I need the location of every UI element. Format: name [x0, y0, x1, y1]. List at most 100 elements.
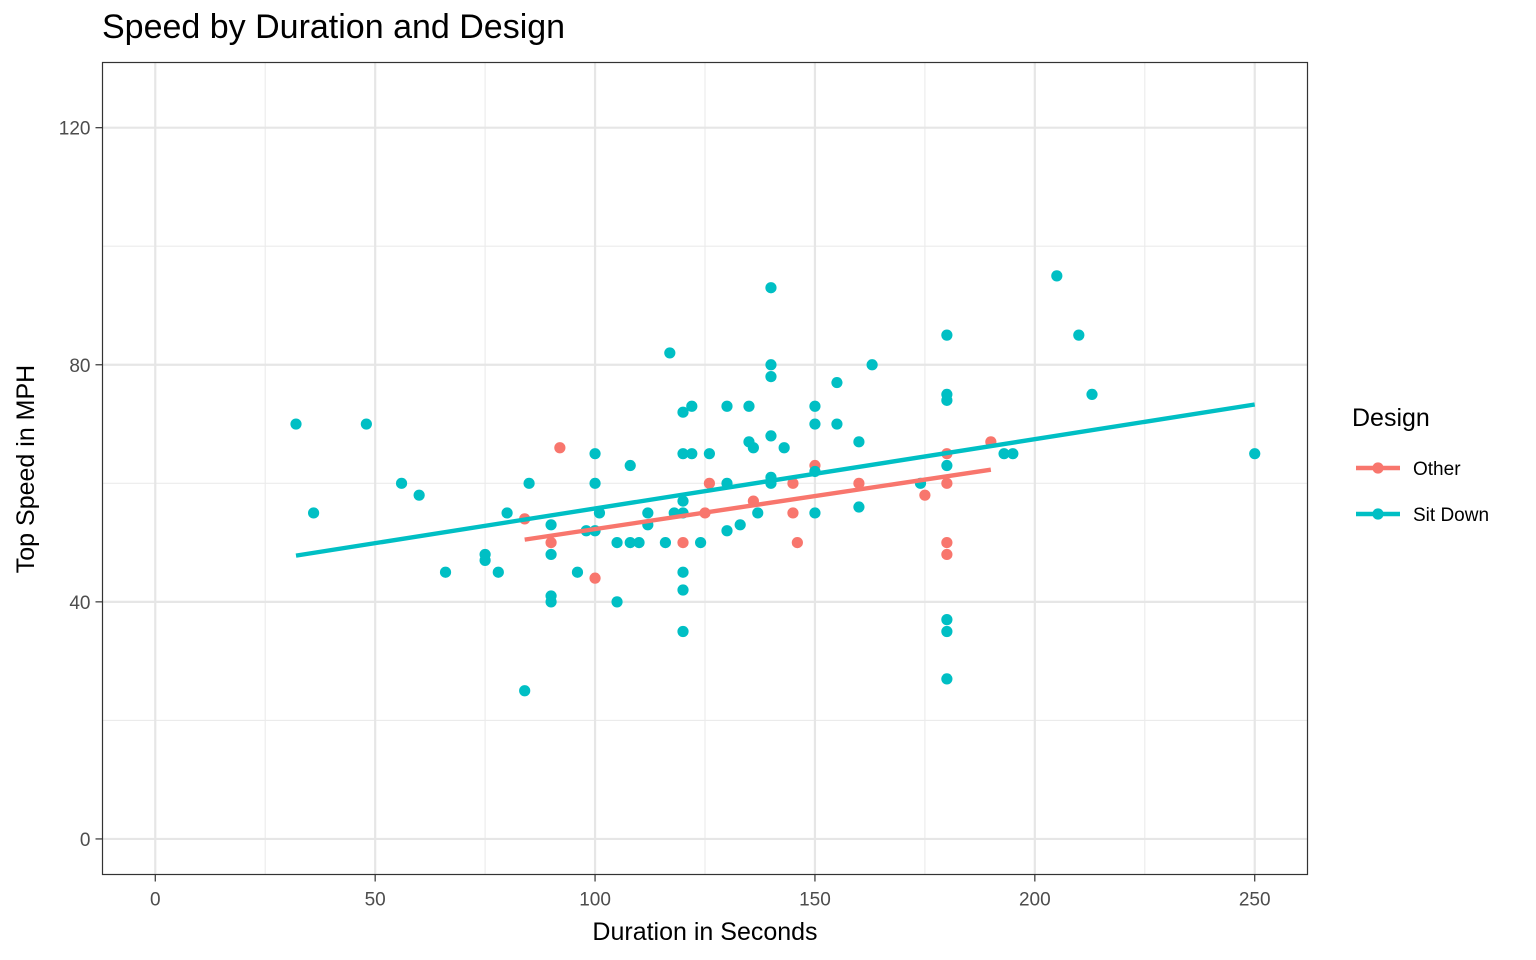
axes: 0 50 100 150 200 250 0 40 80 120	[59, 119, 1271, 911]
data-point	[721, 525, 733, 537]
data-point	[677, 584, 689, 596]
data-point	[787, 477, 799, 489]
data-point	[307, 507, 320, 519]
data-point	[734, 519, 746, 531]
grid-layer	[102, 62, 1308, 875]
data-point	[439, 566, 452, 578]
data-point	[589, 572, 601, 584]
chart-title: Speed by Duration and Design	[102, 8, 566, 46]
x-tick-label: 100	[579, 890, 611, 911]
data-point	[941, 459, 953, 472]
data-point	[677, 566, 689, 578]
data-point	[611, 536, 623, 549]
data-point	[809, 507, 821, 519]
data-point	[743, 400, 755, 412]
data-point	[1086, 388, 1098, 401]
data-point	[677, 536, 689, 549]
data-point	[677, 448, 689, 460]
data-point	[611, 596, 623, 608]
data-point	[686, 448, 698, 460]
legend-key-point	[1372, 508, 1384, 520]
data-point	[642, 507, 654, 519]
data-point	[998, 448, 1010, 460]
data-point	[545, 519, 557, 531]
data-point	[589, 448, 601, 460]
data-point	[523, 477, 535, 489]
data-point	[747, 442, 759, 454]
y-tick-label: 0	[80, 830, 91, 851]
x-tick-label: 150	[799, 890, 831, 911]
data-point	[677, 625, 689, 638]
data-point	[659, 536, 672, 549]
data-point	[853, 436, 865, 448]
data-point	[941, 673, 953, 685]
data-point	[1051, 270, 1063, 282]
data-point	[479, 554, 491, 566]
data-point	[1249, 448, 1261, 460]
legend-key-point	[1372, 462, 1384, 474]
data-point	[809, 400, 821, 412]
y-tick-label: 80	[69, 356, 90, 377]
data-point	[545, 536, 557, 549]
data-point	[1007, 448, 1019, 460]
data-point	[853, 501, 865, 513]
data-point	[941, 614, 953, 626]
data-point	[831, 376, 843, 389]
data-point	[853, 477, 865, 489]
data-point	[290, 418, 302, 430]
y-tick-label: 120	[59, 119, 91, 140]
data-point	[554, 442, 566, 454]
data-point	[941, 536, 953, 549]
data-point	[765, 359, 777, 371]
trend-line	[295, 402, 1256, 558]
data-point	[787, 507, 799, 519]
data-point	[545, 548, 557, 561]
data-point	[519, 685, 531, 697]
data-point	[765, 282, 777, 294]
data-point	[752, 507, 764, 519]
data-points	[290, 270, 1261, 697]
data-point	[589, 477, 601, 489]
data-point	[624, 459, 636, 472]
legend-label: Sit Down	[1413, 505, 1489, 526]
data-point	[395, 477, 408, 489]
data-point	[941, 625, 953, 638]
x-tick-label: 250	[1239, 890, 1271, 911]
data-point	[703, 448, 715, 460]
data-point	[791, 536, 803, 549]
x-tick-label: 0	[150, 890, 161, 911]
data-point	[492, 566, 504, 578]
x-axis-title: Duration in Seconds	[592, 918, 817, 946]
data-point	[360, 418, 372, 430]
data-point	[571, 566, 584, 578]
data-point	[866, 359, 878, 371]
legend-title: Design	[1352, 404, 1430, 432]
data-point	[765, 430, 777, 442]
data-point	[695, 536, 707, 549]
x-tick-label: 200	[1019, 890, 1051, 911]
data-point	[624, 536, 636, 549]
data-point	[501, 507, 513, 519]
data-point	[703, 477, 715, 489]
data-point	[677, 495, 689, 507]
data-point	[677, 406, 689, 418]
y-axis-title: Top Speed in MPH	[12, 365, 40, 573]
data-point	[686, 400, 698, 412]
data-point	[721, 400, 733, 412]
panel-border	[101, 61, 1309, 876]
x-tick-label: 50	[365, 890, 386, 911]
data-point	[633, 536, 645, 549]
data-point	[413, 489, 425, 501]
fit-lines	[295, 402, 1256, 558]
data-point	[941, 329, 953, 341]
legend-label: Other	[1413, 459, 1461, 480]
data-point	[1073, 329, 1085, 341]
legend: Design Other Sit Down	[1352, 404, 1489, 526]
data-point	[809, 418, 821, 430]
data-point	[941, 548, 953, 561]
data-point	[941, 477, 953, 489]
data-point	[545, 596, 557, 608]
data-point	[765, 371, 777, 383]
data-point	[831, 418, 843, 430]
data-point	[941, 394, 953, 406]
